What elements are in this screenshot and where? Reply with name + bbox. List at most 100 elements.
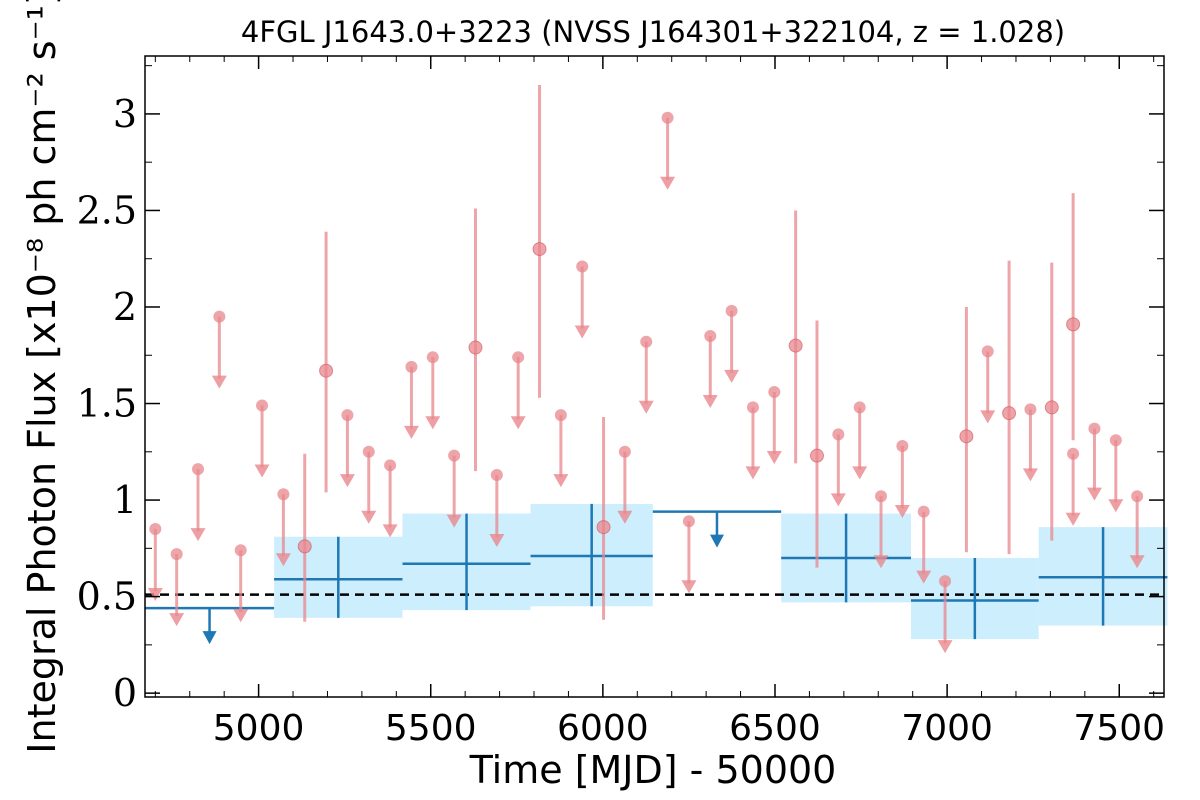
short-bin-point [959, 429, 974, 444]
x-tick-label: 7000 [901, 708, 993, 749]
short-bin-upper-limit [384, 459, 397, 472]
x-axis-label: Time [MJD] - 50000 [469, 748, 837, 792]
short-bin-upper-limit [277, 488, 290, 501]
short-bin-upper-limit-arrow [425, 416, 441, 430]
y-tick-label: 1 [113, 478, 137, 522]
short-bin-upper-limit-arrow [190, 528, 206, 542]
short-bin-upper-limit [981, 345, 994, 358]
x-tick-label: 6000 [557, 708, 649, 749]
x-tick-label: 6500 [729, 708, 821, 749]
short-bin-point [319, 363, 334, 378]
short-bin-upper-limit-arrow [211, 375, 227, 389]
y-tick-label: 3 [113, 92, 137, 136]
short-bin-upper-limit-arrow [660, 176, 676, 190]
short-bin-upper-limit-arrow [275, 553, 291, 567]
short-bin-upper-limit-arrow [1065, 512, 1081, 526]
short-bin-upper-limit-arrow [1129, 555, 1145, 569]
short-bin-upper-limit-arrow [403, 425, 419, 439]
short-bin-upper-limit [1067, 447, 1080, 460]
short-bin-upper-limit-arrow [1086, 487, 1102, 501]
short-bin-upper-limit-arrow [852, 466, 868, 480]
short-bin-upper-limit [1131, 490, 1144, 503]
y-axis-label: Integral Photon Flux [x10⁻⁸ ph cm⁻² s⁻¹] [20, 0, 64, 754]
short-bin-upper-limit-arrow [169, 613, 185, 627]
short-bin-upper-limit [896, 440, 909, 453]
short-bin-upper-limit [576, 260, 589, 273]
short-bin-upper-limit-arrow [980, 410, 996, 424]
short-bin-upper-limit [1088, 422, 1101, 435]
short-bin-upper-limit-arrow [553, 474, 569, 488]
long-bin-upper-limit-arrow [709, 534, 724, 548]
short-bin-upper-limit [746, 401, 759, 414]
short-bin-point [532, 242, 547, 257]
short-bin-upper-limit-arrow [638, 400, 654, 414]
x-tick-label: 5500 [385, 708, 477, 749]
short-bin-upper-limit-arrow [510, 416, 526, 430]
short-bin-upper-limit-arrow [916, 570, 932, 584]
x-tick-label: 5000 [213, 708, 305, 749]
short-bin-upper-limit [853, 401, 866, 414]
short-bin-upper-limit [832, 428, 845, 441]
short-bin-upper-limit-arrow [745, 466, 761, 480]
short-bin-upper-limit [875, 490, 888, 503]
short-bin-upper-limit-arrow [254, 464, 270, 478]
short-bin-upper-limit [149, 523, 162, 536]
short-bin-upper-limit-arrow [233, 609, 249, 623]
plot-frame [144, 55, 1165, 698]
short-bin-upper-limit [405, 360, 418, 373]
short-bin-upper-limit-arrow [873, 555, 889, 569]
long-bin-upper-limit-arrow [202, 631, 217, 645]
y-tick-label: 1.5 [77, 382, 137, 426]
short-bin-upper-limit-arrow [681, 580, 697, 594]
short-bin-point [1044, 400, 1059, 415]
y-tick-label: 2 [113, 285, 137, 329]
short-bin-upper-limit [1024, 403, 1037, 416]
short-bin-upper-limit [234, 544, 247, 557]
short-bin-upper-limit-arrow [1022, 468, 1038, 482]
short-bin-upper-limit [917, 505, 930, 518]
short-bin-upper-limit-arrow [724, 369, 740, 383]
short-bin-upper-limit [618, 445, 631, 458]
short-bin-upper-limit-arrow [937, 640, 953, 654]
short-bin-upper-limit-arrow [361, 510, 377, 524]
short-bin-upper-limit-arrow [147, 588, 163, 602]
short-bin-upper-limit-arrow [894, 505, 910, 519]
short-bin-upper-limit-arrow [702, 394, 718, 408]
short-bin-upper-limit [170, 548, 183, 561]
y-tick-label: 0 [113, 671, 137, 715]
axes: 5000 5500 6000 6500 7000 7500 0 0.5 1 1.5 2 2.5 3 [77, 55, 1165, 749]
chart-title: 4FGL J1643.0+3223 (NVSS J164301+322104, … [241, 15, 1065, 49]
short-bin-point [1066, 317, 1081, 332]
short-bin-upper-limit [661, 111, 674, 124]
short-bin-upper-limit-arrow [766, 450, 782, 464]
y-tick-label: 2.5 [77, 188, 137, 232]
short-bin-upper-limit-arrow [830, 493, 846, 507]
short-bin-upper-limit [490, 468, 503, 481]
x-tick-label: 7500 [1073, 708, 1165, 749]
short-bin-upper-limit [256, 399, 269, 412]
short-bin-point [788, 338, 803, 353]
short-bin-upper-limit [554, 409, 567, 422]
short-bin-upper-limit [213, 310, 226, 323]
short-bin-upper-limit-arrow [446, 514, 462, 528]
short-bin-upper-limit [448, 449, 461, 462]
short-bin-upper-limit [640, 335, 653, 348]
short-bin-upper-limit [1109, 434, 1122, 447]
short-bin-upper-limit-arrow [339, 474, 355, 488]
short-bin-upper-limit-arrow [382, 524, 398, 538]
short-bin-point [297, 539, 312, 554]
short-bin-upper-limit [426, 351, 439, 364]
short-bin-point [1002, 406, 1017, 421]
short-bin-upper-limit [704, 329, 717, 342]
short-bin-upper-limit [725, 304, 738, 317]
short-bin-upper-limit [939, 575, 952, 588]
short-bin-upper-limit [682, 515, 695, 528]
short-bin-upper-limit-arrow [489, 533, 505, 547]
short-bin-upper-limit [192, 463, 205, 476]
short-bin-upper-limit [768, 385, 781, 398]
y-tick-label: 0.5 [77, 575, 137, 619]
short-bin-upper-limit [341, 409, 354, 422]
short-bin-upper-limit [362, 445, 375, 458]
short-bin-upper-limit-arrow [617, 510, 633, 524]
